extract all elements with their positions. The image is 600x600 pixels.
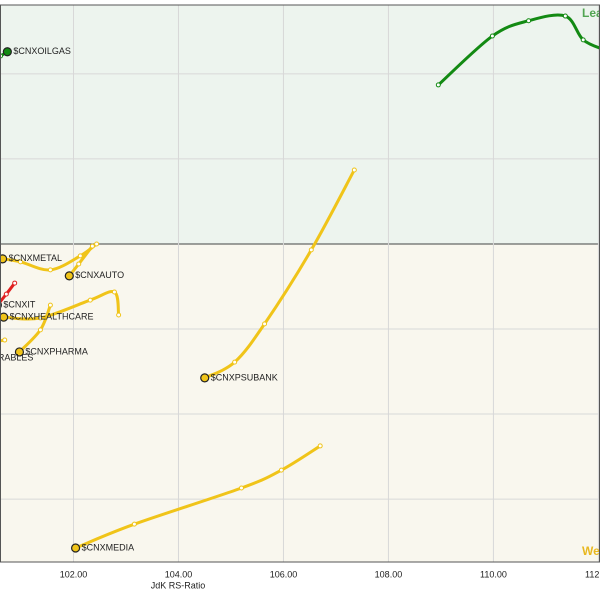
tail-point	[278, 467, 284, 473]
x-tick-label: 102.00	[60, 569, 88, 579]
series-label: $CNXCONSUMERDURABLES	[0, 352, 33, 362]
quadrant-label: Weakening	[582, 544, 600, 558]
tail-point	[3, 291, 9, 297]
grid	[0, 5, 600, 562]
tail-point	[12, 280, 18, 286]
series-label: $CNXPSUBANK	[211, 372, 278, 382]
tail-point	[317, 443, 323, 449]
tail-point	[232, 359, 238, 365]
series-label: $CNXPHARMA	[25, 346, 88, 356]
tail-point	[94, 241, 100, 247]
tail-point	[308, 247, 314, 253]
tail-point	[351, 167, 357, 173]
tail-point	[580, 37, 586, 43]
series-label: $CNXHEALTHCARE	[10, 311, 94, 321]
tail-head	[0, 254, 8, 264]
series-label: $CNXIT	[3, 300, 36, 310]
series-label: $CNXOILGAS	[13, 46, 71, 56]
tail-point	[17, 259, 23, 265]
tail-head	[64, 271, 74, 281]
tail-head	[70, 543, 81, 553]
tail-head	[2, 47, 12, 57]
tail-point	[47, 267, 53, 273]
tail-head	[14, 347, 25, 357]
tail-point	[47, 302, 53, 308]
tail-point	[489, 33, 495, 39]
x-tick-label: 106.00	[270, 569, 298, 579]
series-label: $CNXMEDIA	[82, 542, 135, 552]
x-tick-label: 110.00	[480, 569, 507, 579]
tail-point	[87, 297, 93, 303]
tail-point	[262, 321, 268, 327]
tail-point	[116, 312, 122, 318]
labels: Leading Weakening 102.00 104.00 106.00 108.00…	[0, 6, 600, 579]
tail-line	[203, 168, 356, 380]
tail-head	[200, 373, 210, 383]
tail-point	[77, 253, 83, 259]
tail-point	[2, 337, 8, 343]
x-axis-label: JdK RS-Ratio	[151, 580, 206, 590]
tail-point	[562, 13, 568, 19]
series-label: $CNXMETAL	[9, 253, 62, 263]
background	[0, 5, 600, 562]
tails	[0, 13, 600, 550]
x-tick-label: 112.00	[585, 569, 600, 579]
quadrant	[0, 5, 600, 244]
tail-point	[111, 289, 117, 295]
tail-head	[0, 312, 9, 322]
tail-point	[526, 18, 532, 24]
tail-point	[238, 485, 244, 491]
tail-line	[74, 444, 322, 550]
tail-point	[76, 261, 82, 267]
tail-point	[435, 82, 441, 88]
tail-point	[131, 521, 137, 527]
tail-point	[37, 315, 43, 321]
x-tick-label: 104.00	[165, 569, 193, 579]
quadrant	[0, 243, 600, 562]
x-tick-label: 108.00	[375, 569, 403, 579]
series-label: $CNXAUTO	[75, 270, 124, 280]
tail-point	[37, 327, 43, 333]
quadrant-label: Leading	[582, 6, 600, 20]
tail-point	[89, 243, 95, 249]
